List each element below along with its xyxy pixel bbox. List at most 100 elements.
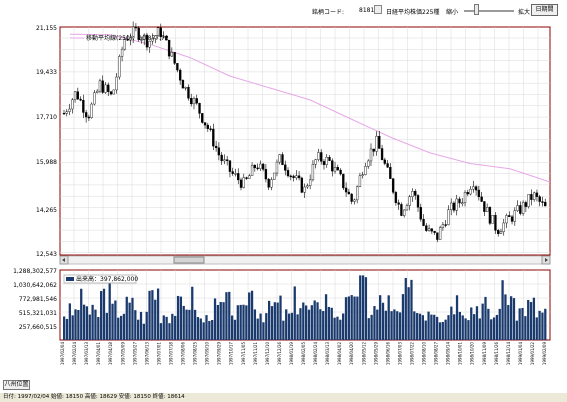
candle-body bbox=[308, 179, 312, 186]
volume-bar bbox=[322, 311, 325, 340]
candle-body bbox=[162, 36, 165, 38]
volume-bar bbox=[74, 309, 77, 340]
date-tick: 1998/04/20 bbox=[349, 342, 354, 366]
volume-bar bbox=[319, 309, 322, 340]
candle-body bbox=[93, 92, 96, 105]
date-tick: 1998/11/26 bbox=[494, 342, 499, 366]
candle-body bbox=[195, 98, 198, 104]
volume-bar bbox=[259, 313, 262, 340]
date-tick: 1997/09/29 bbox=[217, 342, 222, 366]
volume-bar bbox=[410, 279, 413, 340]
code-value[interactable]: 8181 bbox=[359, 7, 375, 14]
volume-bar bbox=[245, 305, 248, 340]
candle-body bbox=[430, 228, 434, 232]
date-tick: 1997/06/13 bbox=[144, 342, 149, 366]
scrollbar-thumb[interactable] bbox=[173, 256, 205, 264]
candle-body bbox=[71, 99, 74, 110]
volume-y-tick: 515,321,031 bbox=[19, 310, 57, 317]
date-tick: 1998/11/09 bbox=[482, 342, 487, 366]
candle-body bbox=[234, 173, 237, 175]
volume-bar bbox=[165, 316, 168, 340]
candle-body bbox=[295, 175, 298, 179]
date-tick: 1997/07/01 bbox=[156, 342, 161, 366]
price-y-tick: 14,265 bbox=[36, 207, 57, 214]
candle-body bbox=[353, 199, 356, 202]
volume-bar bbox=[342, 313, 345, 340]
candle-body bbox=[261, 163, 265, 170]
candle-body bbox=[497, 230, 500, 234]
volume-bar bbox=[470, 307, 473, 340]
candle-body bbox=[256, 167, 259, 170]
candle-body bbox=[228, 160, 232, 172]
volume-bar bbox=[248, 292, 251, 340]
candle-body bbox=[303, 186, 306, 193]
volume-bar bbox=[313, 300, 316, 340]
candle-body bbox=[447, 209, 450, 226]
date-tick: 1998/02/24 bbox=[313, 342, 318, 366]
candle-body bbox=[203, 122, 207, 126]
volume-bar bbox=[71, 315, 74, 340]
candle-body bbox=[488, 207, 492, 224]
candle-body bbox=[333, 167, 337, 172]
candle-body bbox=[339, 169, 342, 175]
expand-label: 拡大 bbox=[518, 9, 531, 16]
candle-body bbox=[190, 98, 193, 105]
candle-body bbox=[250, 164, 254, 176]
volume-bar bbox=[544, 308, 547, 340]
volume-bar bbox=[347, 296, 350, 340]
date-tick: 1998/03/13 bbox=[325, 342, 330, 366]
period-button[interactable]: 日期間 bbox=[531, 4, 558, 16]
volume-bar bbox=[427, 311, 430, 340]
volume-bar bbox=[253, 309, 257, 340]
volume-bar bbox=[418, 313, 422, 340]
date-tick: 1997/05/09 bbox=[120, 342, 125, 366]
volume-bar bbox=[114, 300, 117, 340]
candle-body bbox=[143, 34, 146, 40]
volume-bar bbox=[447, 315, 450, 340]
candle-body bbox=[187, 86, 190, 99]
date-tick: 1998/07/22 bbox=[409, 342, 414, 366]
volume-bar bbox=[538, 310, 541, 340]
volume-bar bbox=[159, 323, 163, 340]
volume-bar bbox=[333, 317, 336, 340]
candle-body bbox=[281, 154, 284, 166]
date-tick: 1998/10/20 bbox=[470, 342, 475, 366]
zoom-slider-thumb[interactable] bbox=[474, 4, 479, 15]
candle-body bbox=[502, 222, 505, 232]
volume-bar bbox=[105, 312, 108, 340]
volume-bar bbox=[458, 311, 462, 340]
candle-body bbox=[118, 56, 121, 78]
candle-body bbox=[389, 167, 392, 179]
volume-bar bbox=[68, 303, 71, 340]
candle-body bbox=[461, 202, 464, 204]
candle-body bbox=[450, 202, 453, 210]
price-y-tick: 21,155 bbox=[36, 25, 57, 32]
candle-body bbox=[286, 170, 290, 177]
volume-bar bbox=[156, 288, 160, 340]
volume-bar bbox=[393, 309, 396, 340]
candle-body bbox=[544, 201, 547, 207]
scrollbar-track[interactable] bbox=[59, 255, 551, 265]
volume-bar bbox=[216, 304, 220, 340]
volume-legend-box bbox=[63, 274, 137, 284]
zoom-slider-track[interactable] bbox=[464, 10, 514, 12]
volume-bar bbox=[398, 312, 402, 340]
volume-bar bbox=[185, 309, 188, 340]
code-select-button[interactable] bbox=[374, 5, 382, 14]
candle-body bbox=[508, 215, 511, 217]
volume-bar bbox=[108, 281, 111, 340]
volume-bar bbox=[504, 294, 507, 340]
candle-body bbox=[375, 135, 378, 152]
volume-bar bbox=[287, 313, 291, 340]
volume-bar bbox=[492, 317, 496, 340]
candle-body bbox=[237, 173, 240, 181]
date-tick: 1997/12/26 bbox=[277, 342, 282, 366]
candle-body bbox=[320, 152, 323, 162]
candle-body bbox=[344, 187, 348, 193]
volume-bar bbox=[524, 316, 527, 340]
candle-body bbox=[198, 102, 201, 114]
reset-position-button[interactable]: 八州位置 bbox=[3, 380, 30, 390]
candle-body bbox=[364, 166, 367, 175]
candle-body bbox=[494, 215, 497, 231]
candle-body bbox=[350, 193, 353, 202]
